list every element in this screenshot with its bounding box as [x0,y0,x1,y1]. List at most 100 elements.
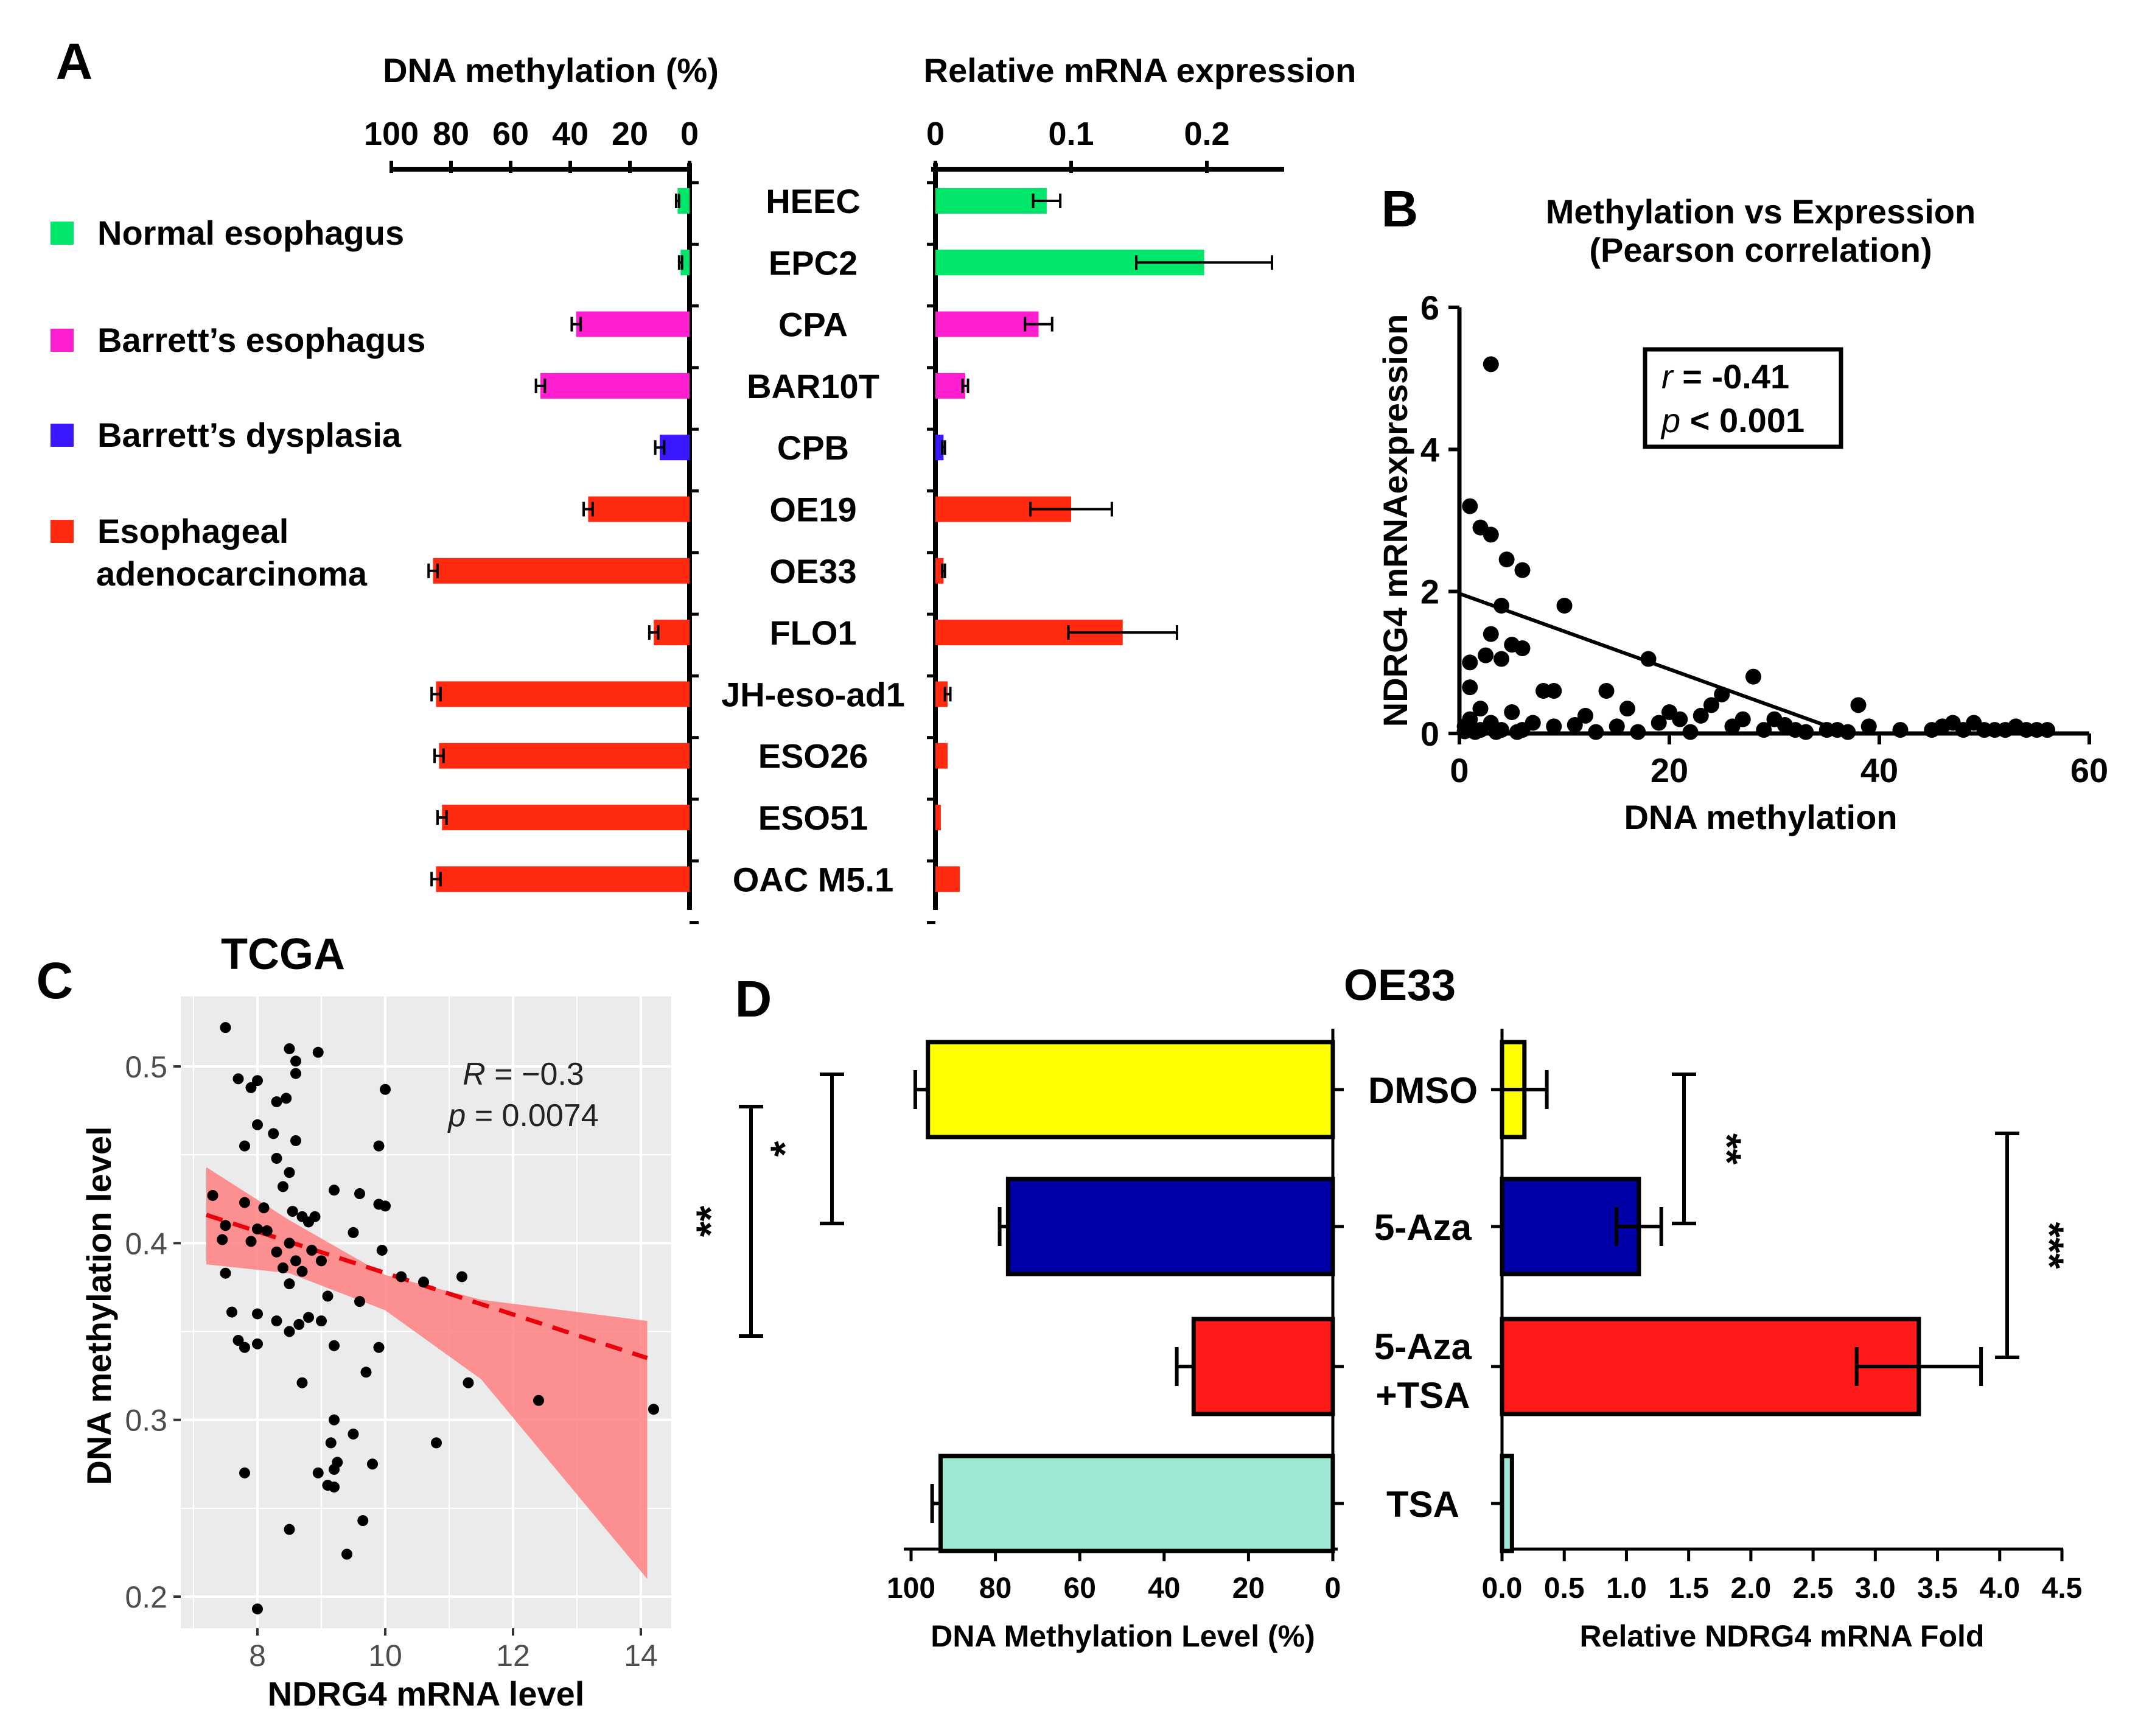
c-point [325,1437,337,1449]
b-point [1829,722,1845,738]
c-y-tick-label: 0.4 [125,1227,167,1261]
b-point [1493,598,1509,614]
c-point [252,1223,263,1235]
a-methylation-error-bar [674,194,680,208]
a-category-label: CPA [778,306,848,344]
d-significance-left [739,1105,763,1338]
d-significance-label: * [762,1141,807,1157]
b-y-tick-label: 6 [1420,289,1439,327]
d-methylation-error-bar [930,1484,941,1523]
b-point [1514,640,1531,656]
b-point [1462,498,1478,514]
a-category-label: HEEC [766,182,861,220]
b-point [1577,707,1593,724]
c-stat-p-symbol: p [447,1098,466,1133]
c-point [293,1318,305,1330]
b-point [1504,704,1520,720]
c-point [380,1083,391,1095]
c-point [373,1140,385,1152]
d-expression-xlabel: Relative NDRG4 mRNA Fold [1580,1619,1985,1653]
b-ylabel: NDRG4 mRNAexpression [1376,314,1414,727]
a-methylation-bar [436,866,690,892]
b-x-tick-label: 40 [1860,751,1898,789]
a-legend-swatch [51,329,74,352]
d-methylation-xlabel: DNA Methylation Level (%) [931,1619,1315,1653]
a-methylation-bar [588,496,690,522]
d-expression-tick-label: 3.0 [1855,1572,1896,1605]
a-legend-label: Esophageal [97,512,288,550]
d-significance-label: ** [1705,1133,1750,1165]
c-point [418,1276,429,1288]
d-methylation-bar [938,1454,1335,1553]
c-x-tick-label: 8 [249,1639,266,1673]
b-point [1598,683,1615,699]
c-stat-r-symbol: R [463,1057,486,1092]
b-y-tick-label: 0 [1420,715,1439,753]
a-methylation-tick-label: 100 [364,116,419,152]
d-category-label: TSA [1386,1484,1459,1525]
a-expression-error-bar [1029,502,1113,517]
c-y-tick-label: 0.2 [125,1580,167,1614]
b-point [1546,718,1562,735]
d-methylation-error-bar [1175,1347,1194,1386]
b-point [1745,668,1761,685]
a-expression-error-bar [941,563,946,578]
c-point [354,1296,365,1307]
c-point [245,1082,257,1093]
b-point [1724,718,1741,735]
b-point [1483,356,1499,373]
c-stat-p-value: = 0.0074 [466,1098,598,1133]
b-point [1640,651,1657,667]
c-point [258,1202,270,1214]
a-methylation-error-bar [648,625,660,640]
b-point [1514,562,1531,578]
d-significance-right [1672,1073,1696,1225]
c-point [220,1267,231,1279]
c-point [290,1055,301,1067]
a-expression-error-bar [1032,194,1062,208]
b-point [1483,626,1499,642]
c-point [220,1022,231,1034]
a-expression-bar [935,866,960,892]
b-point [1567,717,1583,733]
c-point [306,1244,318,1256]
c-point [284,1524,295,1535]
b-point [1892,722,1909,738]
a-methylation-error-bar [430,872,442,887]
a-category-label: ESO51 [758,799,868,837]
a-expression-error-bar [1024,317,1053,332]
b-point [1609,718,1625,735]
d-expression-tick-label: 4.0 [1979,1572,2020,1605]
b-stat-r-value: = -0.41 [1673,357,1789,396]
b-point [1462,679,1478,696]
d-significance-left [820,1073,844,1225]
c-point [261,1225,273,1237]
a-methylation-error-bar [430,687,442,702]
d-title: OE33 [1344,961,1456,1010]
d-expression-error-bar [1615,1207,1663,1246]
c-point [287,1206,298,1217]
b-point [1630,724,1646,740]
b-point [1483,527,1499,543]
a-methylation-bar [654,620,690,646]
a-methylation-tick-label: 0 [680,116,699,152]
c-point [396,1271,407,1283]
c-point [284,1167,295,1178]
a-expression-error-bar [961,378,969,393]
c-point [281,1093,292,1104]
c-point [271,1246,282,1258]
c-point [329,1340,340,1351]
a-methylation-tick-label: 40 [552,116,589,152]
c-point [271,1315,282,1327]
b-subtitle: (Pearson correlation) [1589,231,1932,269]
c-point [220,1220,231,1231]
d-methylation-tick-label: 100 [887,1572,935,1605]
d-methylation-bar [926,1040,1335,1139]
c-point [268,1128,279,1139]
c-title: TCGA [221,930,345,979]
a-category-label: OE33 [769,552,856,590]
a-expression-tick-label: 0 [926,116,945,152]
c-point [284,1326,295,1337]
a-methylation-tick-label: 60 [492,116,529,152]
